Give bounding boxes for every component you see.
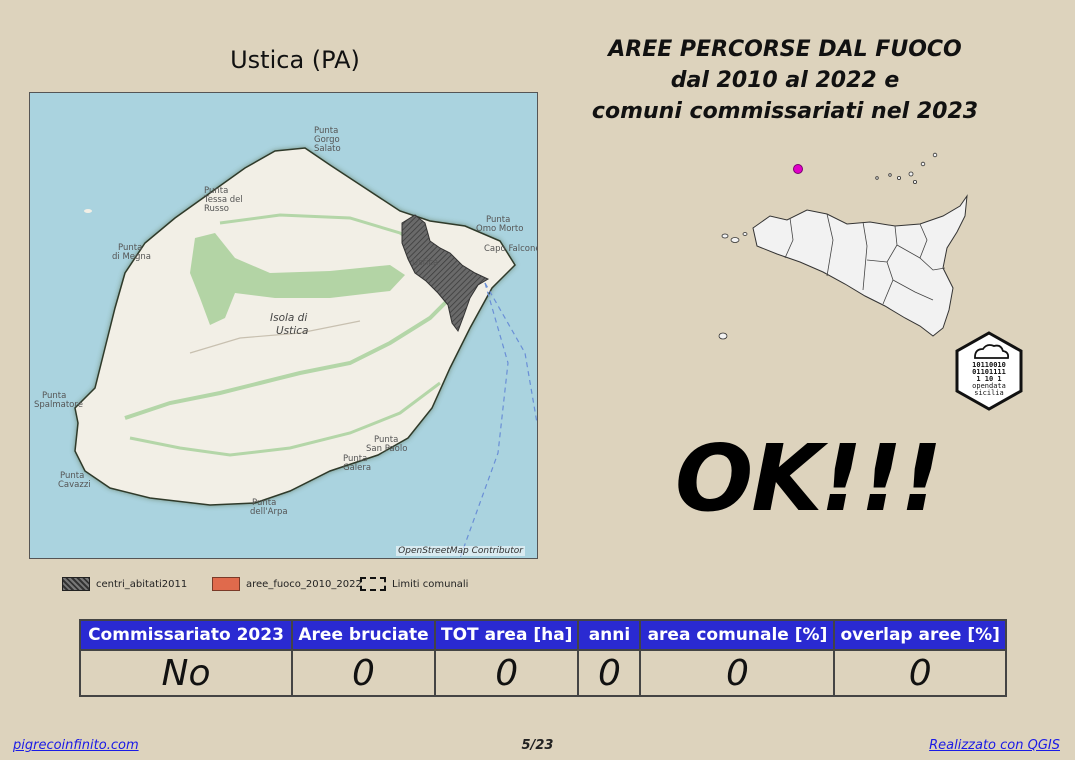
stats-table: Commissariato 2023 Aree bruciate TOT are… (79, 619, 1007, 697)
sicily-island (752, 194, 968, 337)
label-punta-san-paolo: Punta San Paolo (366, 435, 407, 454)
title-line-2: dal 2010 al 2022 e (670, 68, 900, 93)
label-punta-cavazzi: Punta Cavazzi (58, 471, 91, 490)
egadi-islands (721, 232, 748, 243)
label-capo-falcone: Capo Falcone (484, 244, 537, 254)
svg-text:opendata: opendata (972, 382, 1006, 390)
page-number: 5/23 (521, 738, 554, 753)
svg-text:01101111: 01101111 (972, 368, 1006, 376)
map-frame[interactable]: Punta Gorgo Salato Punta Tessa del Russo… (29, 92, 538, 559)
title-line-1: AREE PERCORSE DAL FUOCO (608, 37, 962, 62)
cell-overlap: 0 (833, 649, 1007, 697)
label-punta-omo-morto: Punta Omo Morto (476, 215, 523, 234)
footer-site-link[interactable]: pigrecoinfinito.com (13, 738, 139, 753)
province-borders (784, 213, 946, 305)
sicily-locator-map (718, 152, 968, 340)
cell-anni: 0 (577, 649, 642, 697)
green-area (190, 233, 405, 325)
label-punta-spalmatore: Punta Spalmatore (34, 391, 83, 410)
fire-area-swatch-icon (212, 577, 240, 591)
title-line-3: comuni commissariati nel 2023 (591, 99, 979, 124)
label-punta-galera: Punta Galera (343, 454, 371, 473)
status-ok-text: OK!!! (675, 425, 942, 532)
col-overlap: overlap aree [%] (833, 619, 1007, 651)
legend-item-aree: aree_fuoco_2010_2022 (212, 577, 362, 591)
urban-centre (401, 214, 490, 333)
main-title: AREE PERCORSE DAL FUOCO dal 2010 al 2022… (560, 34, 1010, 127)
label-punta-tessa: Punta Tessa del Russo (203, 186, 245, 214)
legend-label-centri: centri_abitati2011 (96, 578, 188, 590)
svg-text:sicilia: sicilia (974, 389, 1004, 397)
ustica-marker-icon (793, 164, 803, 174)
aeolian-islands (875, 152, 938, 184)
label-punta-gorgo: Punta Gorgo Salato (314, 126, 342, 154)
legend-item-limiti: Limiti comunali (360, 577, 468, 591)
legend-item-centri: centri_abitati2011 (62, 577, 187, 591)
label-punta-arpa: Punta dell'Arpa (250, 498, 288, 517)
label-isola: Isola di Ustica (270, 312, 311, 337)
cell-commissariato: No (79, 649, 293, 697)
cell-area-comunale: 0 (639, 649, 836, 697)
cell-tot-area: 0 (433, 649, 580, 697)
col-aree-bruciate: Aree bruciate (291, 619, 436, 651)
opendata-sicilia-logo-icon: 10110010 01101111 1 10 1 opendata sicili… (955, 331, 1023, 411)
label-punta-megna: Punta di Megna (112, 243, 151, 262)
boundary-swatch-icon (360, 577, 386, 591)
col-anni: anni (577, 619, 642, 651)
footer-qgis-link[interactable]: Realizzato con QGIS (929, 738, 1060, 753)
svg-text:10110010: 10110010 (972, 361, 1006, 369)
col-commissariato: Commissariato 2023 (79, 619, 293, 651)
col-area-comunale: area comunale [%] (639, 619, 836, 651)
map-title: Ustica (PA) (230, 46, 360, 74)
svg-text:1 10 1: 1 10 1 (976, 375, 1001, 383)
table-row: No 0 0 0 0 0 (79, 649, 1007, 697)
legend-label-aree: aree_fuoco_2010_2022 (246, 578, 362, 590)
cell-aree-bruciate: 0 (291, 649, 436, 697)
hatch-swatch-icon (62, 577, 90, 591)
map-attribution: OpenStreetMap Contributor (396, 546, 525, 556)
label-town: Ustica (412, 258, 438, 268)
legend-label-limiti: Limiti comunali (392, 578, 469, 590)
island-map: Punta Gorgo Salato Punta Tessa del Russo… (30, 93, 537, 558)
col-tot-area: TOT area [ha] (433, 619, 580, 651)
table-header-row: Commissariato 2023 Aree bruciate TOT are… (79, 619, 1007, 651)
